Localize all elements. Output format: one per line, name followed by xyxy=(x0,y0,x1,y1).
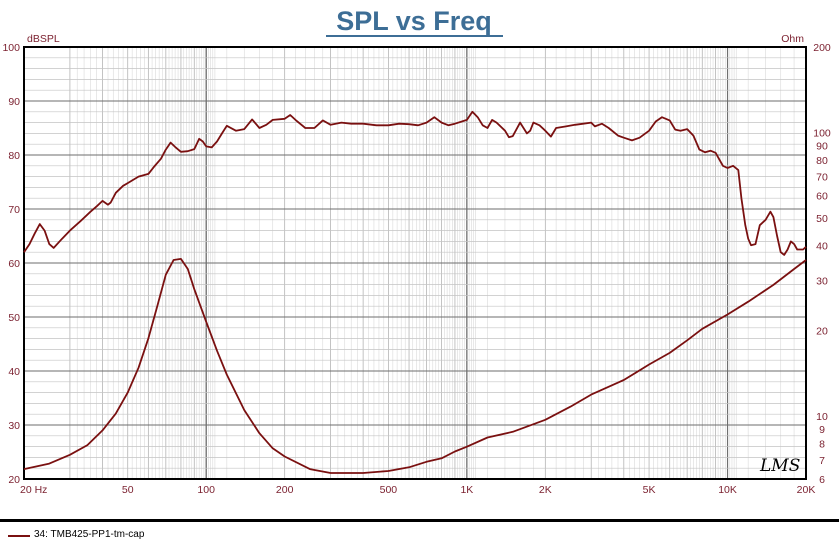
left-axis-tick-label: 100 xyxy=(2,42,20,54)
left-axis-tick-label: 80 xyxy=(8,150,20,162)
series-layer xyxy=(23,110,807,474)
right-axis-tick-label: 60 xyxy=(816,190,828,202)
right-axis-tick-label: 30 xyxy=(816,276,828,288)
left-axis-tick-label: 40 xyxy=(8,366,20,378)
left-axis-unit: dBSPL xyxy=(27,33,60,45)
right-axis-tick-label: 8 xyxy=(819,439,825,451)
right-axis-tick-label: 6 xyxy=(819,474,825,486)
right-axis-tick-label: 70 xyxy=(816,171,828,183)
legend-swatch xyxy=(8,535,30,537)
x-axis-tick-label: 5K xyxy=(643,484,656,496)
left-axis-tick-label: 30 xyxy=(8,420,20,432)
chart-title: SPL vs Freq xyxy=(336,6,492,36)
grid-lines xyxy=(24,46,806,480)
series-line-spl xyxy=(23,110,807,256)
x-axis-tick-label: 2K xyxy=(539,484,552,496)
legend: 34: TMB425-PP1-tm-cap xyxy=(0,519,839,548)
left-axis-tick-label: 50 xyxy=(8,312,20,324)
lms-signature: LMS xyxy=(759,456,800,476)
x-axis-tick-label: 100 xyxy=(197,484,215,496)
x-axis-tick-label: 20 Hz xyxy=(20,484,47,496)
right-axis-tick-label: 7 xyxy=(819,455,825,467)
left-axis-tick-label: 20 xyxy=(8,474,20,486)
legend-label: 34: TMB425-PP1-tm-cap xyxy=(34,529,145,540)
right-axis-tick-label: 80 xyxy=(816,155,828,167)
left-axis-tick-label: 60 xyxy=(8,258,20,270)
right-axis-tick-label: 10 xyxy=(816,411,828,423)
right-axis-tick-label: 100 xyxy=(813,127,831,139)
left-axis-tick-label: 90 xyxy=(8,96,20,108)
right-axis-tick-label: 90 xyxy=(816,140,828,152)
x-axis-tick-label: 200 xyxy=(276,484,294,496)
right-axis-tick-label: 40 xyxy=(816,240,828,252)
right-axis-tick-label: 9 xyxy=(819,424,825,436)
left-axis-tick-label: 70 xyxy=(8,204,20,216)
x-axis-tick-label: 500 xyxy=(380,484,398,496)
x-axis-tick-label: 1K xyxy=(460,484,473,496)
x-axis-tick-label: 50 xyxy=(122,484,134,496)
plot-frame xyxy=(23,46,807,480)
x-axis-ticks: 20 Hz 50 100 200 500 1K 2K 5K 10K 20K xyxy=(20,484,815,496)
right-axis-tick-label: 20 xyxy=(816,326,828,338)
left-axis-ticks: 20 30 40 50 60 70 80 90 100 xyxy=(2,42,20,486)
right-axis-tick-label: 50 xyxy=(816,213,828,225)
right-axis-unit: Ohm xyxy=(781,33,804,45)
series-line-impedance xyxy=(23,258,807,474)
x-axis-tick-label: 20K xyxy=(797,484,816,496)
x-axis-tick-label: 10K xyxy=(718,484,737,496)
right-axis-tick-label: 200 xyxy=(813,42,831,54)
